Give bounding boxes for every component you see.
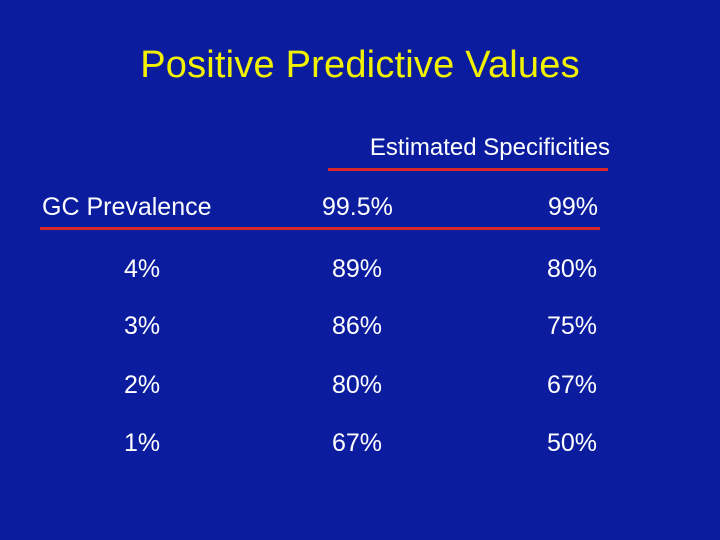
slide-title: Positive Predictive Values <box>140 44 580 86</box>
column-header-specificity-99-5: 99.5% <box>322 193 393 221</box>
table-cell-ppv-99: 67% <box>547 371 598 399</box>
specificities-underline <box>328 168 608 171</box>
table-cell-ppv-99: 75% <box>547 312 598 340</box>
header-underline <box>40 227 600 230</box>
specificities-group-header: Estimated Specificities <box>369 134 610 161</box>
table-cell-prevalence: 3% <box>124 312 161 340</box>
table-cell-ppv-99: 50% <box>547 429 598 457</box>
table-cell-ppv-99-5: 86% <box>332 312 383 340</box>
table-cell-prevalence: 2% <box>124 371 161 399</box>
table-cell-ppv-99-5: 89% <box>332 255 383 283</box>
table-cell-ppv-99-5: 67% <box>332 429 383 457</box>
table-cell-ppv-99-5: 80% <box>332 371 383 399</box>
table-cell-prevalence: 1% <box>124 429 161 457</box>
table-cell-ppv-99: 80% <box>547 255 598 283</box>
column-header-prevalence: GC Prevalence <box>42 193 212 221</box>
table-cell-prevalence: 4% <box>124 255 161 283</box>
column-header-specificity-99: 99% <box>548 193 599 221</box>
